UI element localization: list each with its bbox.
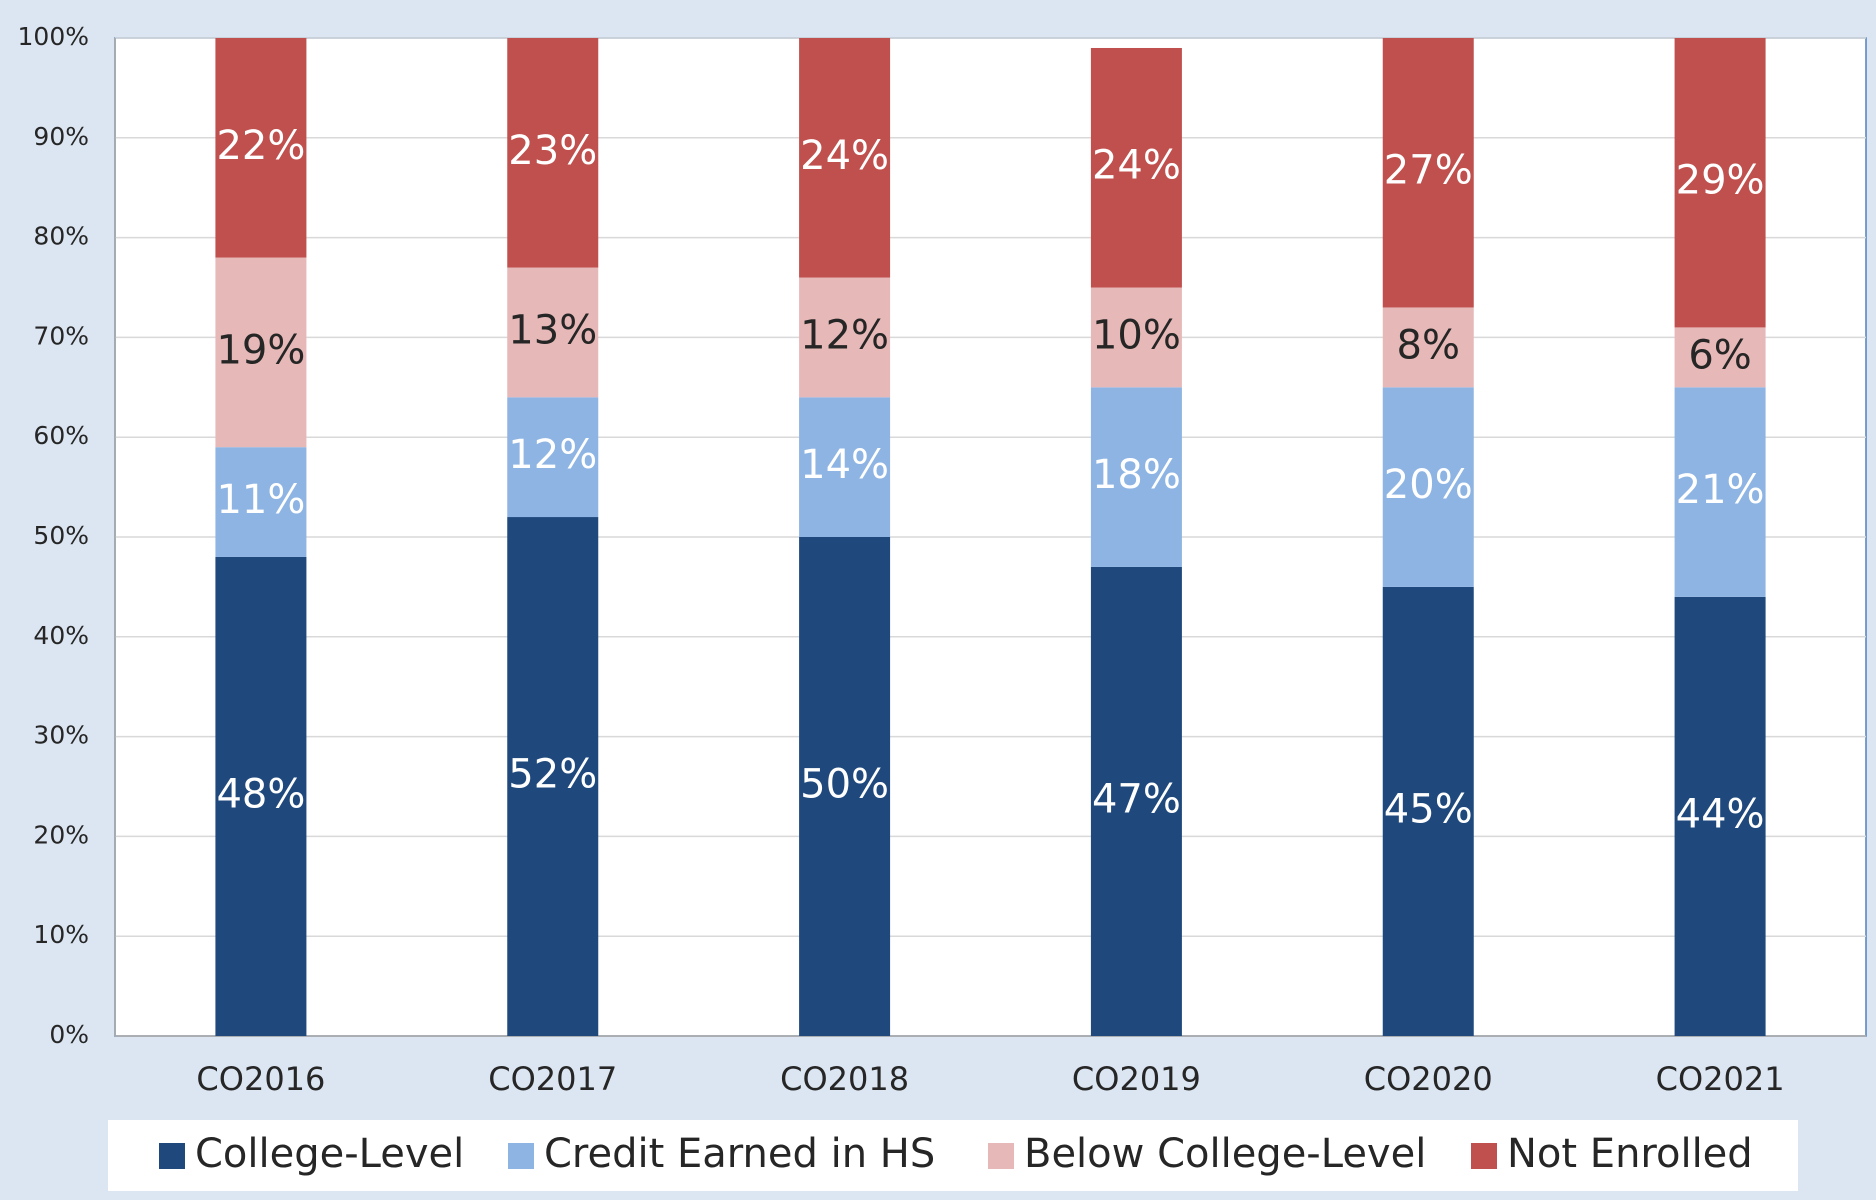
bar-segment (1382, 586, 1474, 1036)
y-tick-label: 90% (33, 122, 89, 151)
bar-segment (215, 38, 307, 258)
value-label: 27% (1384, 148, 1473, 194)
bar-segment (799, 38, 891, 278)
value-label: 23% (508, 128, 597, 174)
value-label: 21% (1676, 467, 1765, 513)
value-label: 47% (1092, 776, 1181, 822)
value-label: 24% (800, 133, 889, 179)
bar-segment (799, 277, 891, 398)
x-tick-label: CO2016 (196, 1060, 325, 1098)
value-label: 18% (1092, 452, 1181, 498)
bar-segment (215, 556, 307, 1036)
bar-segment (1382, 38, 1474, 308)
x-tick-label: CO2021 (1656, 1060, 1785, 1098)
bar-segment (1382, 387, 1474, 587)
value-label: 19% (216, 327, 305, 373)
legend-swatch (159, 1143, 185, 1169)
legend-label: Below College-Level (1024, 1131, 1426, 1177)
bar-segment (507, 267, 599, 398)
y-tick-label: 70% (33, 321, 89, 350)
legend-label: College-Level (195, 1131, 464, 1177)
legend-swatch (508, 1143, 534, 1169)
value-label: 6% (1688, 332, 1751, 378)
legend-box (108, 1120, 1798, 1191)
bar-segment (507, 38, 599, 268)
value-label: 14% (800, 442, 889, 488)
legend-swatch (1471, 1143, 1497, 1169)
y-tick-label: 20% (33, 820, 89, 849)
bar-segment (1674, 596, 1766, 1036)
bar-segment (1090, 47, 1182, 288)
bar-segment (1674, 387, 1766, 597)
y-tick-label: 10% (33, 920, 89, 949)
value-label: 13% (508, 307, 597, 353)
value-label: 12% (508, 432, 597, 478)
value-label: 10% (1092, 312, 1181, 358)
y-tick-label: 0% (49, 1020, 89, 1049)
y-tick-label: 60% (33, 421, 89, 450)
legend-label: Not Enrolled (1507, 1131, 1753, 1177)
x-tick-label: CO2019 (1072, 1060, 1201, 1098)
value-label: 52% (508, 752, 597, 798)
x-tick-label: CO2017 (488, 1060, 617, 1098)
bar-segment (507, 517, 599, 1036)
value-label: 44% (1676, 791, 1765, 837)
bar-segment (507, 397, 599, 518)
bar-segment (215, 447, 307, 557)
bar-segment (215, 257, 307, 448)
bar-segment (1382, 307, 1474, 388)
value-label: 45% (1384, 786, 1473, 832)
bar-segment (799, 537, 891, 1036)
value-label: 11% (216, 477, 305, 523)
value-label: 8% (1397, 322, 1460, 368)
bar-segment (1674, 327, 1766, 388)
y-tick-label: 100% (18, 22, 89, 51)
value-label: 20% (1384, 462, 1473, 508)
value-label: 12% (800, 312, 889, 358)
x-tick-label: CO2018 (780, 1060, 909, 1098)
bar-segment (1674, 38, 1766, 328)
y-tick-label: 40% (33, 621, 89, 650)
bar-segment (799, 397, 891, 537)
bar-segment (1090, 566, 1182, 1036)
y-tick-label: 50% (33, 521, 89, 550)
y-tick-label: 80% (33, 222, 89, 251)
value-label: 50% (800, 762, 889, 808)
value-label: 48% (216, 771, 305, 817)
bar-segment (1090, 387, 1182, 567)
bar-segment (1090, 287, 1182, 388)
x-tick-label: CO2020 (1364, 1060, 1493, 1098)
y-tick-label: 30% (33, 721, 89, 750)
value-label: 29% (1676, 158, 1765, 204)
value-label: 22% (216, 123, 305, 169)
value-label: 24% (1092, 143, 1181, 189)
legend-label: Credit Earned in HS (544, 1131, 935, 1177)
legend-swatch (988, 1143, 1014, 1169)
